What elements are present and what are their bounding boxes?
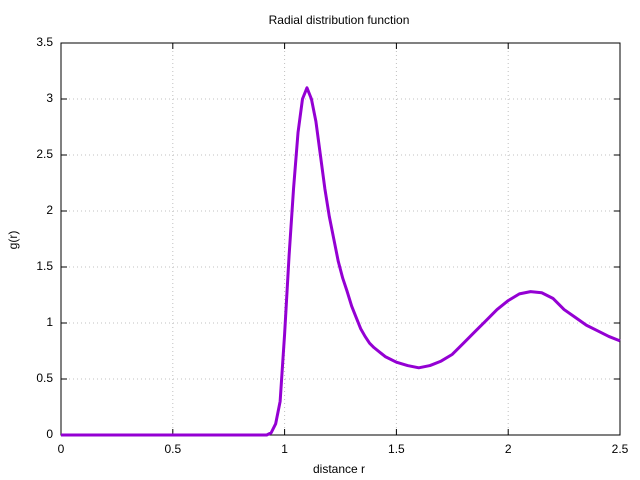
y-tick-label: 3 xyxy=(46,91,53,105)
x-tick-label: 2.5 xyxy=(612,442,629,456)
y-axis-label: g(r) xyxy=(6,231,20,250)
x-tick-label: 0.5 xyxy=(164,442,181,456)
x-tick-label: 2 xyxy=(505,442,512,456)
x-tick-label: 0 xyxy=(58,442,65,456)
y-tick-label: 0.5 xyxy=(36,371,53,385)
x-tick-label: 1 xyxy=(281,442,288,456)
y-tick-label: 1.5 xyxy=(36,259,53,273)
y-tick-label: 2 xyxy=(46,203,53,217)
y-tick-label: 3.5 xyxy=(36,35,53,49)
y-tick-label: 1 xyxy=(46,315,53,329)
plot-border xyxy=(60,42,621,436)
x-axis-label: distance r xyxy=(313,462,365,476)
chart-title: Radial distribution function xyxy=(269,13,410,27)
y-tick-label: 2.5 xyxy=(36,147,53,161)
x-tick-label: 1.5 xyxy=(388,442,405,456)
y-tick-label: 0 xyxy=(46,427,53,441)
data-line xyxy=(61,86,621,437)
